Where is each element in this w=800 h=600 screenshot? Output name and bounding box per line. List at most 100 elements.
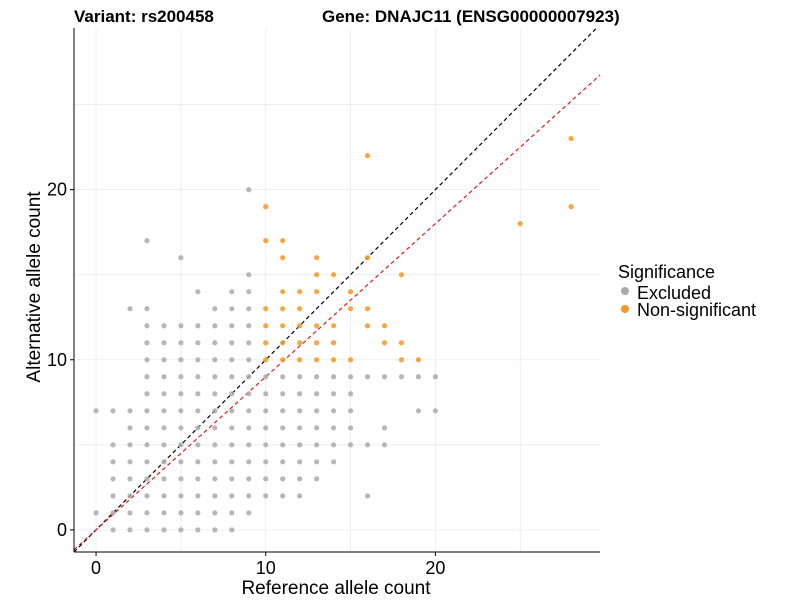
point-excluded: [280, 374, 286, 380]
point-excluded: [144, 476, 150, 482]
point-non-significant: [297, 306, 303, 312]
point-non-significant: [263, 238, 269, 244]
point-excluded: [229, 493, 235, 499]
point-excluded: [212, 374, 218, 380]
point-excluded: [195, 357, 201, 363]
point-excluded: [415, 374, 422, 380]
point-excluded: [178, 510, 184, 516]
point-excluded: [178, 442, 184, 448]
point-excluded: [110, 493, 116, 499]
point-excluded: [144, 391, 150, 397]
point-non-significant: [263, 340, 269, 346]
point-non-significant: [364, 306, 371, 312]
point-excluded: [178, 527, 184, 533]
point-non-significant: [263, 204, 269, 210]
point-excluded: [263, 391, 269, 397]
point-excluded: [263, 493, 269, 499]
point-excluded: [246, 289, 252, 295]
point-excluded: [331, 459, 337, 465]
point-excluded: [246, 510, 252, 516]
point-non-significant: [347, 357, 354, 363]
point-non-significant: [568, 204, 574, 210]
point-excluded: [161, 374, 167, 380]
point-non-significant: [364, 323, 371, 329]
point-excluded: [195, 510, 201, 516]
point-excluded: [178, 425, 184, 431]
point-excluded: [144, 238, 150, 244]
point-excluded: [161, 510, 167, 516]
point-excluded: [331, 374, 337, 380]
legend: Significance Excluded Non-significant: [618, 262, 756, 320]
point-excluded: [229, 340, 235, 346]
point-excluded: [178, 408, 184, 414]
point-excluded: [381, 442, 388, 448]
x-axis-title: Reference allele count: [241, 578, 431, 599]
point-excluded: [93, 510, 99, 516]
point-excluded: [263, 408, 269, 414]
point-excluded: [144, 425, 150, 431]
point-non-significant: [297, 323, 303, 329]
point-excluded: [144, 493, 150, 499]
point-excluded: [246, 306, 252, 312]
point-excluded: [144, 510, 150, 516]
point-non-significant: [280, 255, 286, 261]
point-non-significant: [415, 357, 422, 363]
point-excluded: [331, 442, 337, 448]
point-excluded: [110, 527, 116, 533]
point-excluded: [178, 459, 184, 465]
y-axis-title: Alternative allele count: [24, 191, 45, 383]
point-non-significant: [314, 357, 320, 363]
point-excluded: [212, 459, 218, 465]
point-excluded: [195, 289, 201, 295]
point-excluded: [212, 510, 218, 516]
point-excluded: [229, 391, 235, 397]
point-non-significant: [331, 323, 337, 329]
point-excluded: [144, 374, 150, 380]
point-excluded: [246, 323, 252, 329]
point-excluded: [110, 408, 116, 414]
point-non-significant: [280, 323, 286, 329]
point-excluded: [161, 340, 167, 346]
point-excluded: [364, 493, 371, 499]
point-non-significant: [314, 272, 320, 278]
point-excluded: [127, 493, 133, 499]
legend-title: Significance: [618, 262, 715, 282]
point-excluded: [195, 425, 201, 431]
point-excluded: [212, 357, 218, 363]
point-excluded: [246, 187, 252, 193]
point-non-significant: [263, 357, 269, 363]
point-non-significant: [280, 306, 286, 312]
point-excluded: [246, 391, 252, 397]
point-excluded: [212, 340, 218, 346]
point-non-significant: [398, 272, 405, 278]
point-excluded: [161, 459, 167, 465]
point-excluded: [314, 391, 320, 397]
point-excluded: [161, 323, 167, 329]
point-excluded: [297, 442, 303, 448]
point-excluded: [212, 306, 218, 312]
y-tick-label: 10: [47, 350, 67, 370]
point-excluded: [297, 425, 303, 431]
point-excluded: [229, 374, 235, 380]
y-tick-label: 20: [47, 180, 67, 200]
point-excluded: [212, 493, 218, 499]
point-excluded: [280, 493, 286, 499]
point-excluded: [178, 323, 184, 329]
y-tick-label: 0: [57, 520, 67, 540]
point-excluded: [110, 476, 116, 482]
point-excluded: [178, 391, 184, 397]
point-excluded: [314, 476, 320, 482]
point-excluded: [314, 408, 320, 414]
point-excluded: [212, 476, 218, 482]
point-non-significant: [263, 306, 269, 312]
point-excluded: [246, 408, 252, 414]
point-excluded: [178, 340, 184, 346]
point-excluded: [212, 323, 218, 329]
point-excluded: [110, 459, 116, 465]
point-excluded: [246, 493, 252, 499]
x-tick-label: 0: [91, 558, 101, 578]
point-excluded: [144, 442, 150, 448]
point-excluded: [229, 323, 235, 329]
point-non-significant: [280, 357, 286, 363]
point-excluded: [229, 289, 235, 295]
